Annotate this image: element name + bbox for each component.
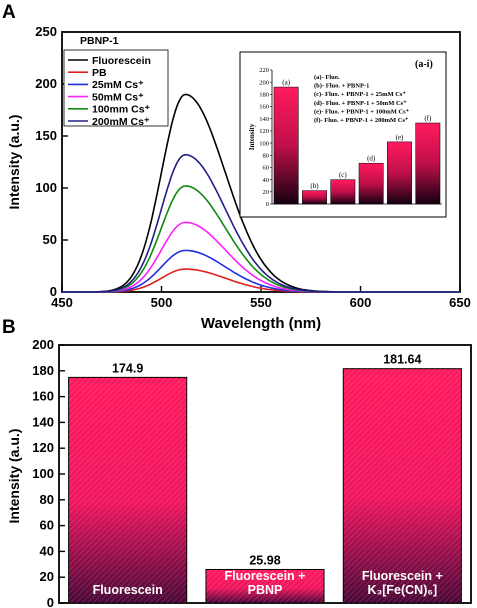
inset-bar-label-4: (e) [396,133,404,141]
inset-legend-entry-4: (e)- Fluo. + PBNP-1 + 100mM Cs⁺ [314,108,410,115]
legend-entry-1: PB [92,67,107,79]
inset-legend-entry-3: (d)- Fluo. + PBNP-1 + 50mM Cs⁺ [314,100,407,107]
legend-entry-0: Fluorescein [92,55,151,67]
bar-category-label-2: Fluorescein + [362,569,443,583]
inset-bars: (a) (b) (c) (d) (e) (f) [273,79,441,205]
inset-legend-entry-2: (c)- Fluo. + PBNP-1 + 25mM Cs⁺ [314,91,406,98]
inset-y-tick-label: 220 [259,67,269,74]
inset-bar-3 [358,162,384,205]
inset-bar-label-5: (f) [424,114,432,122]
panel-a-y-tick-label: 150 [35,128,57,143]
inset-y-tick-label: 160 [259,104,269,111]
series-line-5 [62,153,460,293]
legend-entry-4: 100mm Cs⁺ [92,104,151,116]
legend-entry-3: 50mM Cs⁺ [92,91,144,103]
bar-value-label-2: 181.64 [383,353,421,367]
inset-legend-entry-1: (b)- Fluo. + PBNP-1 [314,83,369,90]
panel-a-x-axis: 450 500 550 600 650 [51,286,471,310]
panel-b-y-tick-label: 100 [32,466,54,481]
panel-a-y-tick-label: 200 [35,76,57,91]
panel-b-y-tick-label: 40 [40,543,54,558]
panel-a-series-lines [62,93,460,293]
panel-a-legend-title: PBNP-1 [80,35,119,47]
inset-y-tick-label: 140 [259,116,269,123]
panel-b-y-axis: 0 20 40 60 80 100 120 140 160 180 200 [32,337,65,608]
panel-a-x-tick-label: 450 [51,295,73,310]
bar-category-label-1: PBNP [248,583,283,597]
panel-a-y-axis: 0 50 100 150 200 250 [35,24,68,299]
series-line-3 [62,221,460,293]
panel-b-y-tick-label: 80 [40,492,54,507]
inset-bar-5 [415,122,441,205]
panel-b-y-tick-label: 120 [32,440,54,455]
panel-a-inset: (a-i) 0 20 40 60 80 100 120 140 160 180 200 220 (a)… [239,51,447,218]
bar-hatch-2 [343,368,462,603]
panel-b-y-tick-label: 20 [40,569,54,584]
inset-bar-4 [387,141,412,205]
panel-a-y-tick-label: 0 [50,284,57,299]
panel-a-y-axis-title: Intensity (a.u.) [6,115,22,210]
panel-b-y-tick-label: 140 [32,414,54,429]
panel-a-x-axis-title: Wavelength (nm) [201,315,321,332]
inset-y-tick-label: 0 [266,201,269,208]
inset-bar-label-3: (d) [367,155,376,163]
panel-a-y-tick-label: 100 [35,180,57,195]
panel-a-x-tick-label: 600 [350,295,372,310]
inset-bar-0 [273,86,299,205]
panel-b-letter: B [2,317,16,338]
inset-y-tick-label: 20 [263,189,270,196]
panel-a-y-tick-label: 50 [43,232,57,247]
legend-entry-5: 200mM Cs⁺ [92,116,150,128]
inset-title: (a-i) [415,59,433,70]
inset-y-tick-label: 120 [259,128,269,135]
panel-b-y-tick-label: 0 [47,595,54,608]
inset-bar-label-0: (a) [282,79,290,87]
bar-value-label-1: 25.98 [249,553,280,567]
bar-hatch-0 [68,377,187,603]
inset-y-tick-label: 60 [263,165,270,172]
bar-category-label-2: K₃[Fe(CN)₆] [367,583,437,597]
panel-b-y-tick-label: 180 [32,363,54,378]
inset-legend-entry-0: (a)- Fluo. [314,74,340,81]
panel-b-y-tick-label: 160 [32,389,54,404]
panel-b-y-tick-label: 200 [32,337,54,352]
panel-a-y-tick-label: 250 [35,24,57,39]
inset-bar-label-1: (b) [310,182,319,190]
inset-y-tick-label: 180 [259,92,269,99]
inset-y-axis-title: Intensity [248,123,256,150]
panel-a-letter: A [2,2,16,23]
inset-y-axis: 0 20 40 60 80 100 120 140 160 180 200 220 [259,67,442,208]
inset-y-tick-label: 80 [263,152,270,159]
panel-a-x-tick-label: 500 [151,295,173,310]
inset-bar-2 [330,179,356,205]
panel-a-x-tick-label: 650 [449,295,471,310]
inset-legend-entry-5: (f)- Fluo. + PBNP-1 + 200mM Cs⁺ [314,117,409,124]
bar-value-label-0: 174.9 [112,361,143,375]
inset-bar-label-2: (c) [339,171,347,179]
inset-y-tick-label: 200 [259,79,269,86]
panel-a-x-tick-label: 550 [250,295,272,310]
panel-b-y-tick-label: 60 [40,518,54,533]
panel-b-chart: 0 20 40 60 80 100 120 140 160 180 200 174.9 Fluores… [6,337,472,608]
bar-category-label-1: Fluorescein + [225,569,306,583]
panel-a-legend-box [63,49,169,127]
inset-y-tick-label: 40 [263,177,270,184]
bar-hatch-1 [205,569,325,603]
legend-entry-2: 25mM Cs⁺ [92,79,144,91]
panel-b-y-axis-title: Intensity (a.u.) [6,429,22,524]
bar-category-label-0: Fluorescein [93,583,163,597]
inset-bar-1 [302,190,327,205]
inset-y-tick-label: 100 [259,140,269,147]
inset-legend: (a)- Fluo. (b)- Fluo. + PBNP-1(c)- Fluo. … [314,74,410,124]
